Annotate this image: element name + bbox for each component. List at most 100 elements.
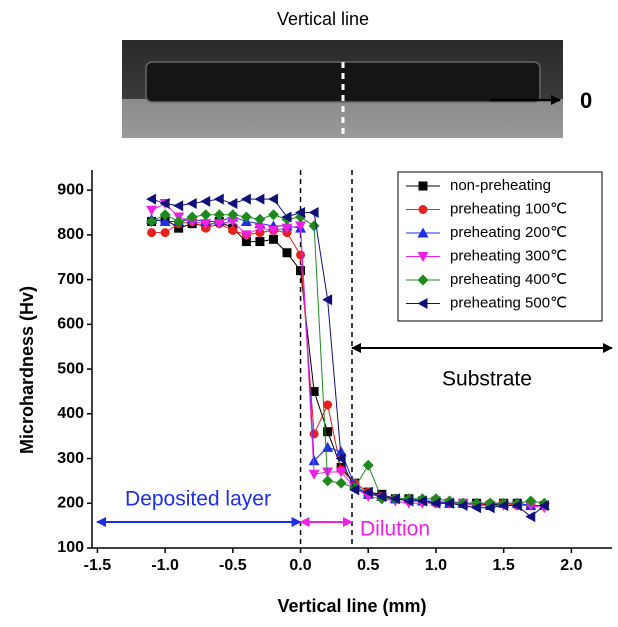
y-tick-label: 100 (57, 539, 84, 556)
marker (159, 215, 171, 226)
marker (296, 250, 306, 260)
legend-marker (418, 205, 428, 214)
marker (295, 206, 306, 218)
marker (159, 209, 171, 221)
marker (186, 198, 197, 210)
marker (430, 497, 441, 509)
marker (457, 500, 468, 512)
marker (308, 220, 320, 232)
image-title: Vertical line (277, 9, 369, 29)
marker (335, 477, 347, 489)
marker (146, 215, 158, 227)
marker (362, 486, 373, 498)
marker (240, 211, 252, 223)
x-tick-label: -1.5 (84, 557, 112, 574)
legend-label: preheating 500℃ (450, 294, 567, 311)
marker (295, 221, 307, 232)
photo-label: 0 (580, 88, 592, 113)
marker (146, 193, 157, 205)
marker (254, 193, 265, 205)
marker (296, 266, 306, 276)
marker (160, 228, 170, 238)
marker (241, 237, 251, 247)
marker (254, 223, 266, 234)
marker (511, 500, 522, 512)
y-tick-label: 700 (57, 271, 84, 288)
marker (484, 502, 495, 514)
marker (498, 500, 509, 512)
marker (322, 441, 334, 452)
marker (146, 205, 158, 216)
legend-box (397, 171, 603, 322)
y-tick-label: 200 (57, 494, 84, 511)
marker (213, 193, 224, 205)
x-axis-label: Vertical line (mm) (277, 596, 426, 616)
y-tick-label: 300 (57, 450, 84, 467)
marker (240, 230, 252, 241)
marker (403, 495, 414, 507)
x-tick-label: 0.5 (357, 557, 379, 574)
marker (308, 455, 320, 466)
marker (323, 400, 333, 410)
marker (267, 193, 278, 205)
marker (349, 484, 360, 496)
marker (227, 216, 239, 227)
marker (309, 386, 319, 396)
marker (147, 228, 157, 238)
marker (322, 475, 334, 487)
x-tick-label: 2.0 (560, 557, 582, 574)
photo (122, 40, 563, 138)
marker (227, 198, 238, 210)
legend-label: preheating 400℃ (450, 271, 567, 288)
marker (281, 223, 293, 234)
marker (281, 211, 292, 223)
legend-label: non-preheating (450, 177, 551, 194)
legend-marker (417, 252, 429, 262)
x-tick-label: -1.0 (151, 557, 179, 574)
marker (186, 211, 198, 223)
marker (267, 225, 279, 236)
y-tick-label: 600 (57, 316, 84, 333)
legend-marker (417, 274, 429, 286)
marker (268, 234, 278, 244)
legend-label: preheating 200℃ (450, 224, 567, 241)
y-tick-label: 400 (57, 405, 84, 422)
marker (335, 453, 346, 465)
marker (173, 215, 185, 227)
x-tick-label: -0.5 (219, 557, 247, 574)
marker (267, 209, 279, 221)
marker (159, 198, 170, 210)
marker (255, 237, 265, 247)
marker (376, 491, 387, 503)
marker (335, 467, 347, 478)
marker (200, 195, 211, 207)
legend-marker (417, 227, 429, 238)
marker (416, 495, 427, 507)
marker (525, 495, 537, 507)
marker (538, 500, 549, 512)
marker (322, 294, 333, 306)
x-tick-label: 1.5 (493, 557, 515, 574)
marker (471, 502, 482, 514)
legend-marker (418, 181, 428, 191)
marker (254, 213, 266, 225)
annotation: Substrate (442, 368, 532, 391)
marker (282, 248, 292, 258)
annotation: Deposited layer (125, 488, 271, 511)
legend-label: preheating 100℃ (450, 200, 567, 217)
legend-label: preheating 300℃ (450, 247, 567, 264)
marker (335, 446, 347, 457)
marker (525, 511, 536, 523)
marker (200, 209, 212, 221)
marker (323, 427, 333, 437)
marker (173, 200, 184, 212)
y-tick-label: 800 (57, 226, 84, 243)
legend: non-preheating preheating 100℃ preheating … (397, 171, 603, 322)
marker (213, 219, 225, 230)
y-tick-label: 500 (57, 360, 84, 377)
marker (200, 219, 212, 230)
marker (227, 209, 239, 221)
marker (389, 493, 400, 505)
marker (309, 429, 319, 439)
